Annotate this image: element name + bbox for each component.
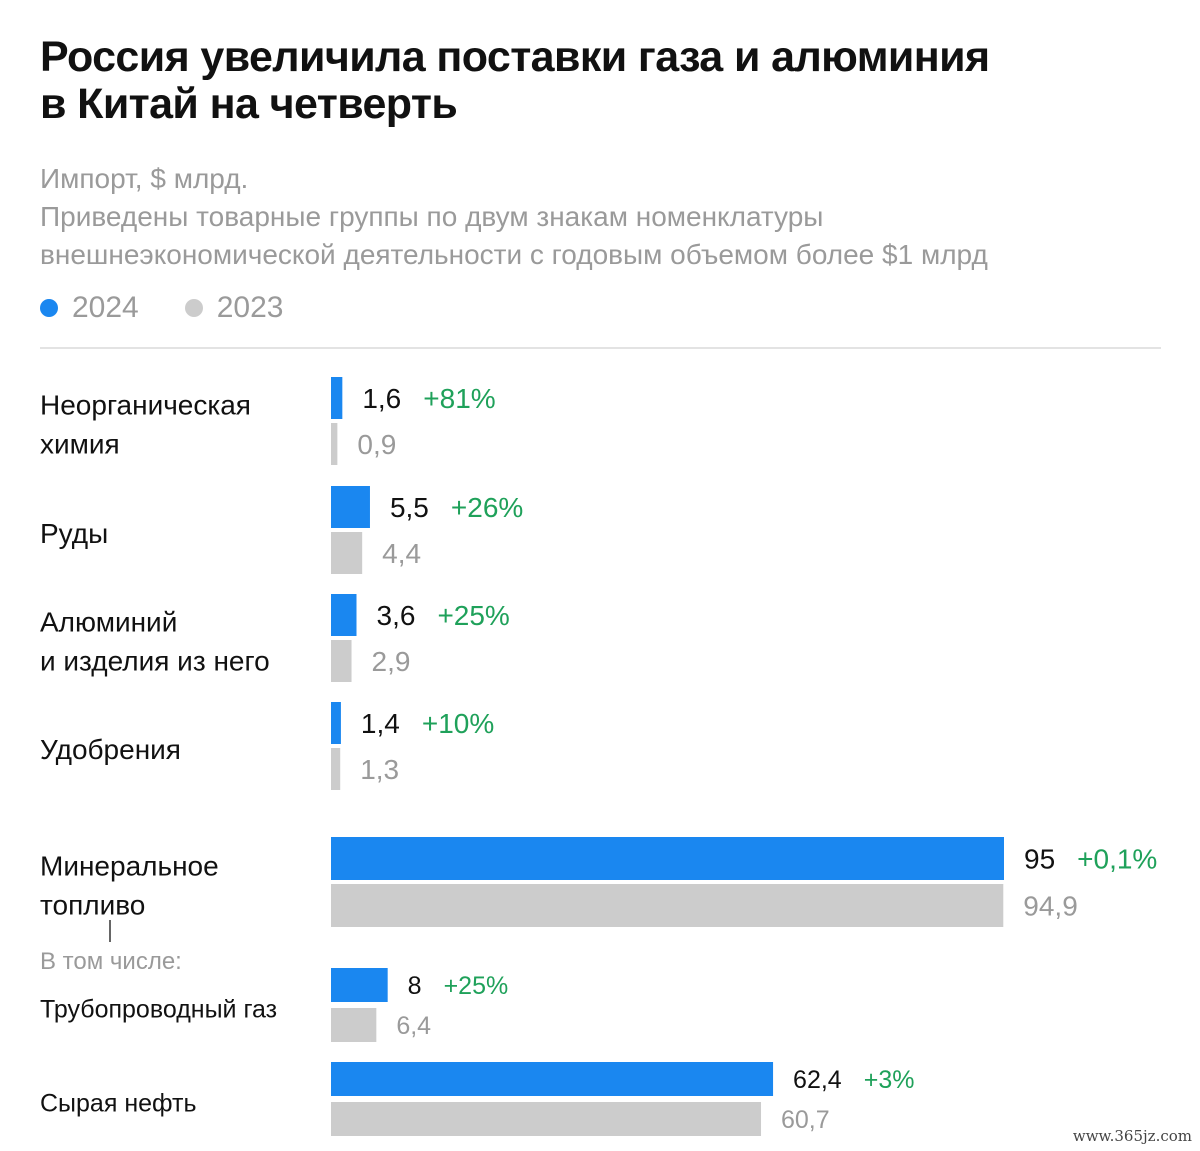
category-label-cat-1-line-1: Неорганическая	[40, 389, 251, 420]
bar-2023-cat-6	[331, 1008, 377, 1042]
change-label-cat-4: +10%	[422, 708, 494, 739]
legend-item-2023: 2023	[184, 291, 284, 325]
value-label-2024-cat-2: 5,5	[390, 492, 429, 523]
value-label-2023-cat-3: 2,9	[372, 646, 411, 677]
value-label-2024-cat-7: 62,4	[793, 1066, 842, 1094]
change-label-cat-5: +0,1%	[1077, 844, 1157, 875]
header-divider	[40, 347, 1161, 349]
value-label-2024-cat-1: 1,6	[362, 383, 401, 414]
change-label-cat-6: +25%	[444, 972, 509, 1000]
value-label-2023-cat-1: 0,9	[357, 429, 396, 460]
bar-2024-cat-4	[331, 702, 341, 744]
chart-title-line-1: Россия увеличила поставки газа и алюмини…	[40, 33, 990, 81]
change-label-cat-3: +25%	[437, 600, 509, 631]
chart-title-line-2: в Китай на четверть	[40, 80, 458, 128]
value-label-2023-cat-4: 1,3	[360, 754, 399, 785]
chart-subtitle-note-line-2: внешнеэкономической деятельности с годов…	[40, 239, 988, 270]
value-label-2024-cat-6: 8	[408, 972, 422, 1000]
category-label-cat-1-line-2: химия	[40, 428, 120, 459]
bar-2024-cat-7	[331, 1062, 774, 1096]
category-label-cat-3-line-2: и изделия из него	[40, 645, 270, 676]
value-label-2023-cat-2: 4,4	[382, 538, 421, 569]
category-label-cat-5-line-1: Минеральное	[40, 850, 219, 881]
subgroup-note: В том числе:	[40, 948, 182, 975]
bar-2023-cat-1	[331, 423, 338, 465]
category-label-cat-2-line-1: Руды	[40, 518, 108, 549]
value-label-2023-cat-7: 60,7	[781, 1106, 830, 1134]
legend-swatch-2023	[184, 299, 203, 317]
bar-2023-cat-7	[331, 1102, 762, 1136]
bar-2023-cat-4	[331, 748, 341, 790]
bar-2024-cat-3	[331, 594, 357, 636]
category-label-cat-4-line-1: Удобрения	[40, 734, 181, 765]
subgroup-connector	[109, 920, 111, 942]
bar-2024-cat-6	[331, 968, 388, 1002]
chart-title: Россия увеличила поставки газа и алюмини…	[40, 34, 1170, 128]
value-label-2024-cat-5: 95	[1024, 844, 1055, 875]
chart-subtitle-units: Импорт, $ млрд.	[40, 163, 249, 194]
change-label-cat-7: +3%	[864, 1066, 915, 1094]
bar-2024-cat-2	[331, 486, 370, 528]
category-label-cat-3-line-1: Алюминий	[40, 606, 177, 637]
bar-2024-cat-1	[331, 377, 343, 419]
category-label-cat-5-line-2: топливо	[40, 889, 145, 920]
legend-label-2024: 2024	[72, 291, 139, 324]
bar-2024-cat-5	[331, 837, 1004, 880]
value-label-2024-cat-3: 3,6	[377, 600, 416, 631]
chart-legend: 2024 2023	[40, 290, 330, 326]
category-label-cat-7-line-1: Сырая нефть	[40, 1090, 197, 1118]
bar-2023-cat-3	[331, 640, 352, 682]
value-label-2023-cat-6: 6,4	[396, 1012, 431, 1040]
change-label-cat-2: +26%	[451, 492, 523, 523]
legend-item-2024: 2024	[40, 291, 139, 325]
legend-swatch-2024	[40, 299, 58, 317]
change-label-cat-1: +81%	[423, 383, 495, 414]
bar-2023-cat-5	[331, 884, 1004, 927]
chart-subtitle-note-line-1: Приведены товарные группы по двум знакам…	[40, 201, 824, 232]
category-label-cat-6-line-1: Трубопроводный газ	[40, 996, 277, 1024]
watermark: www.365jz.com	[1072, 1127, 1192, 1145]
legend-label-2023: 2023	[216, 291, 284, 324]
bar-2023-cat-2	[331, 532, 363, 574]
value-label-2023-cat-5: 94,9	[1023, 891, 1077, 922]
value-label-2024-cat-4: 1,4	[361, 708, 400, 739]
